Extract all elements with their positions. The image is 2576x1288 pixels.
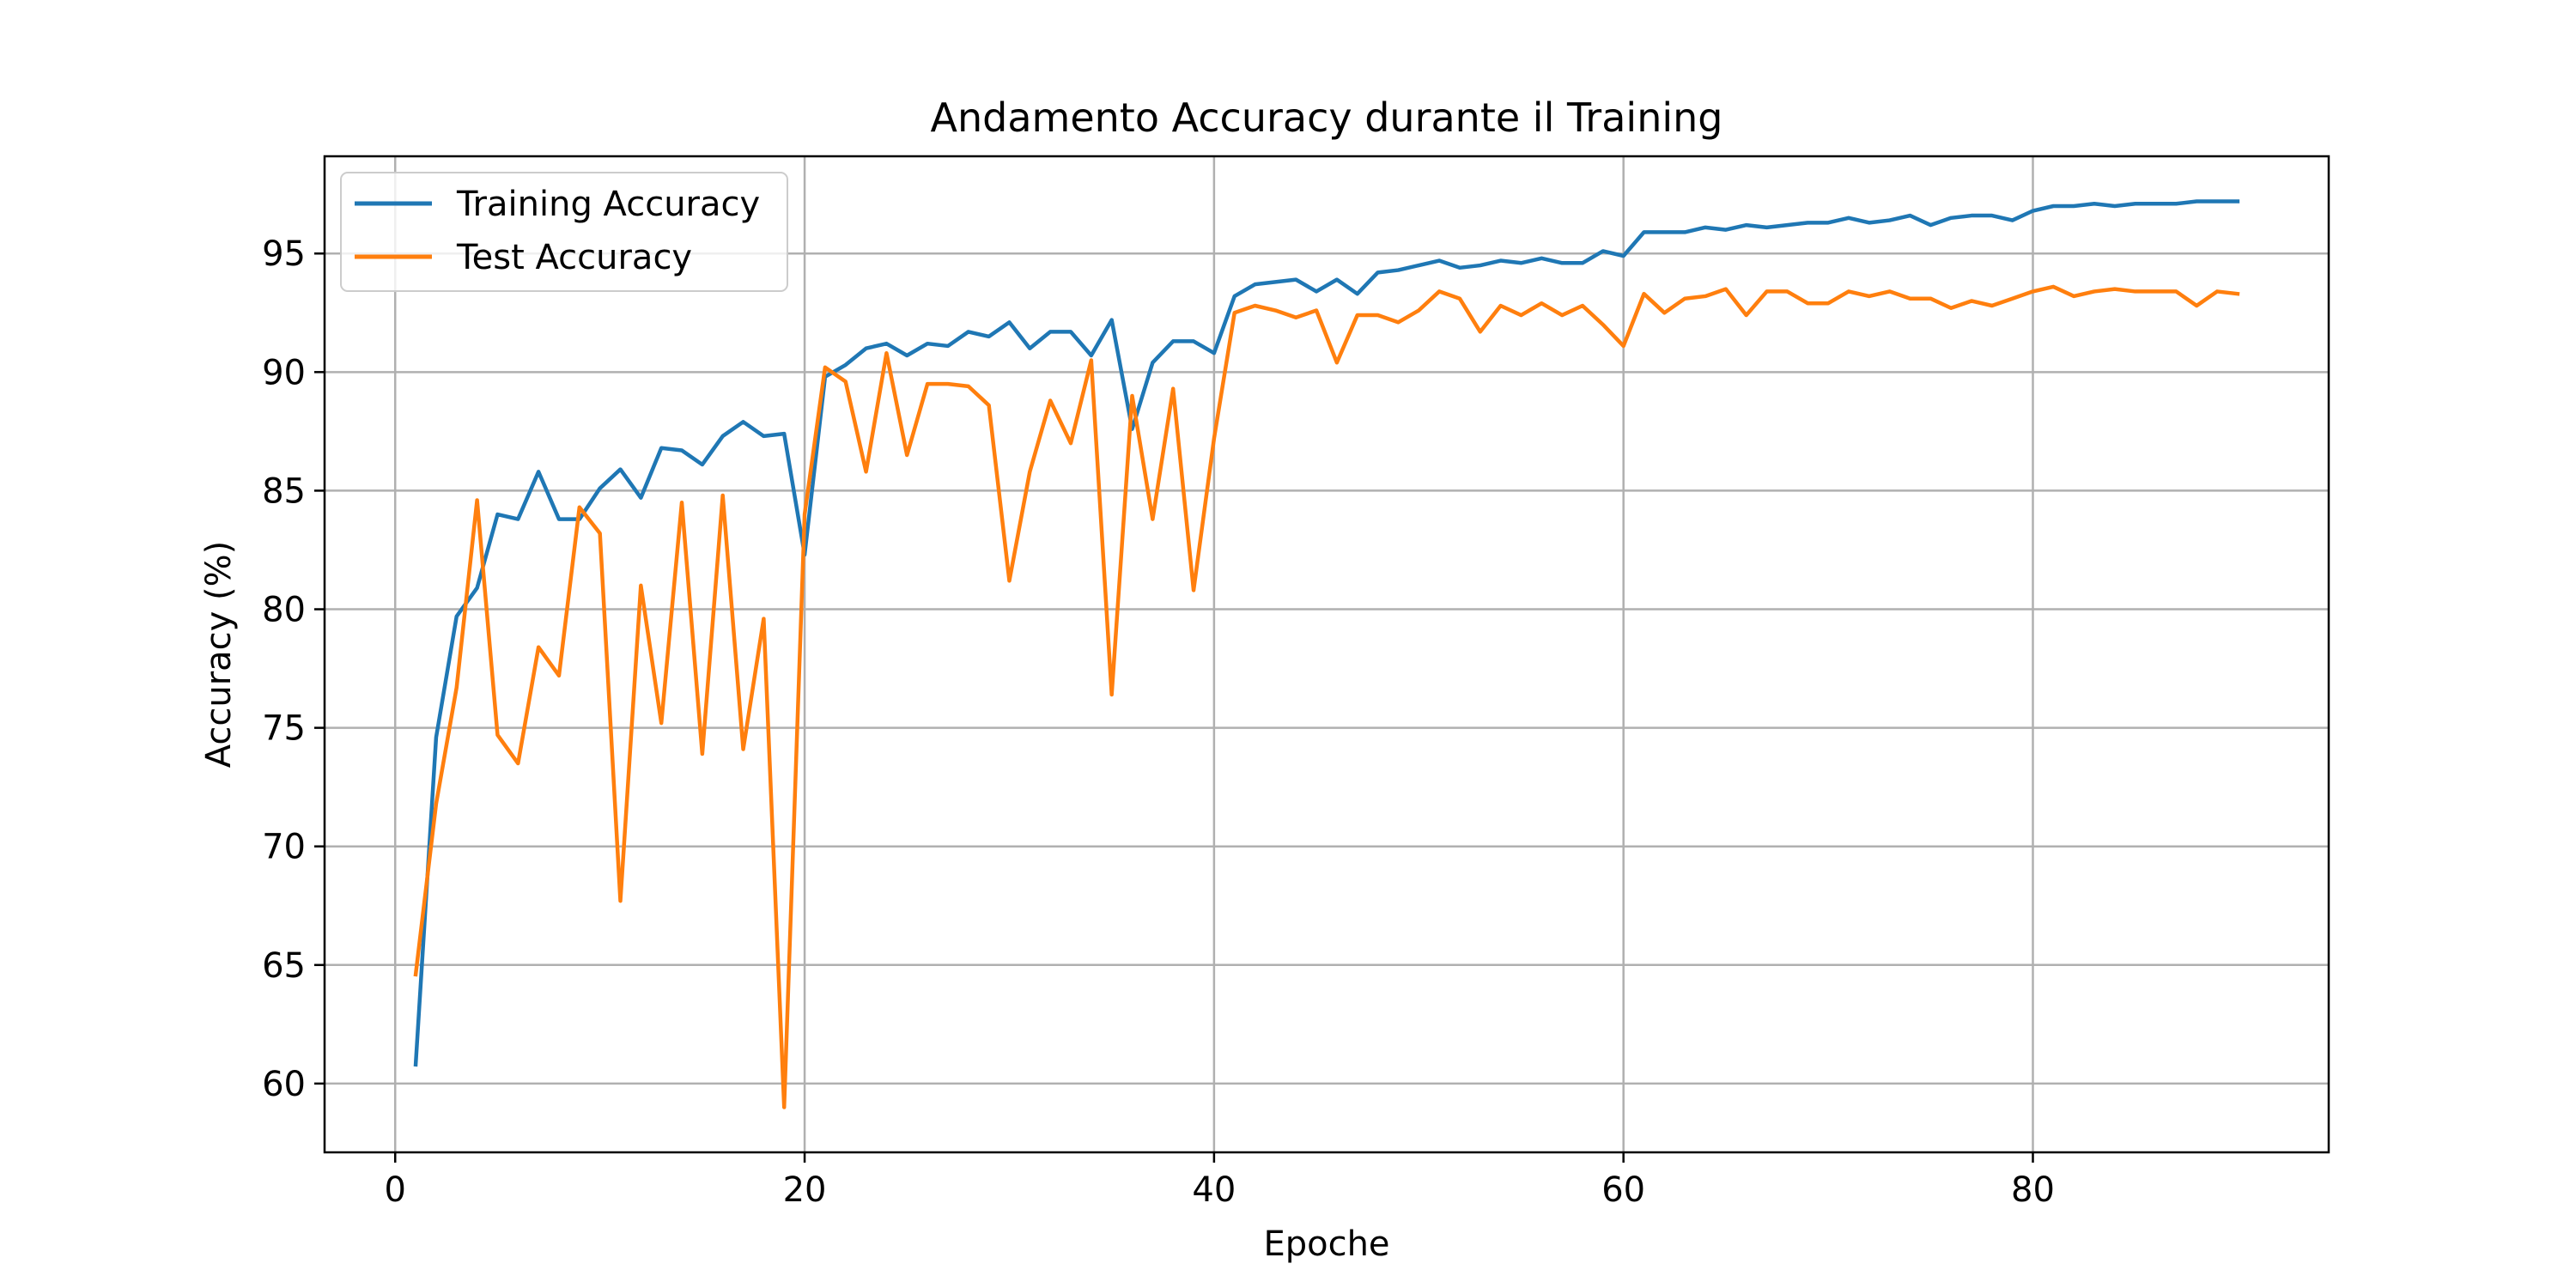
x-tick-label: 20 [783,1170,827,1210]
y-tick-label: 60 [262,1065,306,1104]
series-line-test [413,284,2240,1109]
x-tick-label: 60 [1601,1170,1645,1210]
series-line-training [413,199,2240,1067]
y-tick-label: 85 [262,471,306,511]
y-tick-label: 70 [262,828,306,867]
x-axis-ticks: 0 20 40 60 80 [385,1152,2055,1210]
legend-box [340,172,788,292]
y-axis-label: Accuracy (%) [199,541,239,769]
y-axis-ticks: 60 65 70 75 80 85 90 95 [262,234,325,1104]
x-tick-label: 40 [1192,1170,1236,1210]
x-tick-label: 80 [2011,1170,2055,1210]
plot-area [325,156,2329,1152]
legend-label-test: Test Accuracy [456,238,692,277]
y-tick-label: 65 [262,946,306,986]
plot-frame [323,155,2330,1154]
y-tick-label: 90 [262,353,306,392]
legend: Training Accuracy Test Accuracy [340,172,788,292]
x-axis-label: Epoche [1263,1224,1389,1264]
series-lines [413,199,2240,1109]
y-tick-label: 75 [262,709,306,749]
x-tick-label: 0 [385,1170,406,1210]
y-tick-label: 95 [262,234,306,274]
grid [325,156,2329,1152]
y-tick-label: 80 [262,591,306,630]
legend-label-training: Training Accuracy [456,185,760,224]
chart-title: Andamento Accuracy durante il Training [931,94,1723,141]
